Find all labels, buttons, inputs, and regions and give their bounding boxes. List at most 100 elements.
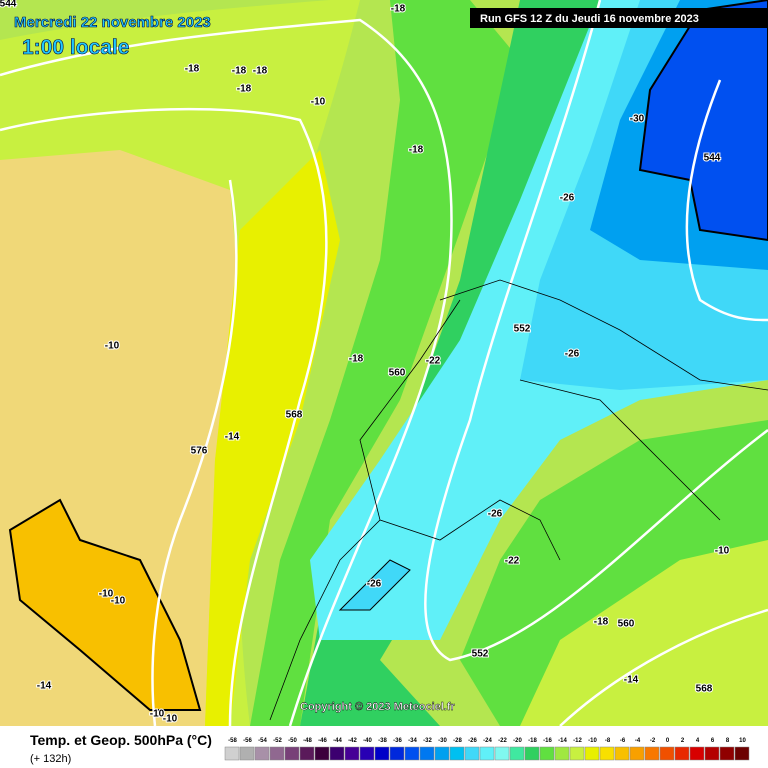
colorbar-label: -24 (483, 738, 492, 744)
colorbar-label: -16 (543, 738, 552, 744)
colorbar-label: 8 (726, 738, 730, 744)
colorbar-swatch (584, 746, 600, 761)
zone (338, 559, 411, 611)
colorbar-label: -38 (378, 738, 387, 744)
colorbar-swatch (719, 746, 735, 761)
map-label: -14 (225, 432, 240, 443)
zone (638, 0, 768, 242)
map-label: -22 (426, 356, 441, 367)
colorbar-label: -44 (333, 738, 342, 744)
colorbar-swatch (509, 746, 525, 761)
colorbar-label: -52 (273, 738, 282, 744)
colorbar-swatch (734, 746, 750, 761)
colorbar-label: -48 (303, 738, 312, 744)
map-label: 552 (472, 649, 489, 660)
colorbar-swatch (569, 746, 585, 761)
colorbar-label: -40 (363, 738, 372, 744)
map-label: 568 (286, 410, 303, 421)
colorbar-label: -50 (288, 738, 297, 744)
map-label: -14 (37, 681, 52, 692)
colorbar-label: -14 (558, 738, 567, 744)
colorbar-label: -12 (573, 738, 582, 744)
map-label: -30 (630, 114, 645, 125)
colorbar-label: -56 (243, 738, 252, 744)
map-label: -10 (163, 714, 178, 725)
colorbar-label: -42 (348, 738, 357, 744)
zone (250, 0, 520, 726)
map-label: -18 (349, 354, 364, 365)
run-info: Run GFS 12 Z du Jeudi 16 novembre 2023 (480, 13, 699, 25)
colorbar-label: -22 (498, 738, 507, 744)
forecast-date: Mercredi 22 novembre 2023 (14, 14, 211, 31)
colorbar-swatch (254, 746, 270, 761)
map-label: 552 (514, 324, 531, 335)
colorbar-swatch (599, 746, 615, 761)
footer-lead: (+ 132h) (30, 753, 71, 765)
footer-title: Temp. et Geop. 500hPa (°C) (30, 732, 212, 748)
colorbar-swatch (299, 746, 315, 761)
colorbar-swatch (389, 746, 405, 761)
colorbar-label: -20 (513, 738, 522, 744)
colorbar-swatch (314, 746, 330, 761)
colorbar-swatch (494, 746, 510, 761)
map-label: -18 (237, 84, 252, 95)
map-label: -10 (111, 596, 126, 607)
colorbar-label: -28 (453, 738, 462, 744)
colorbar-swatch (479, 746, 495, 761)
map-label: 568 (696, 684, 713, 695)
map-label: 560 (389, 368, 406, 379)
colorbar-label: -34 (408, 738, 417, 744)
colorbar-label: -8 (605, 738, 611, 744)
colorbar-swatch (539, 746, 555, 761)
colorbar-swatch (239, 746, 255, 761)
map-label: -18 (594, 617, 609, 628)
run-box (470, 8, 768, 28)
map-label: 544 (0, 0, 17, 10)
colorbar-swatch (434, 746, 450, 761)
colorbar-swatch (329, 746, 345, 761)
colorbar-swatch (284, 746, 300, 761)
map-label: -10 (311, 97, 326, 108)
colorbar-label: -6 (620, 738, 626, 744)
colorbar-swatch (659, 746, 675, 761)
borders (269, 279, 768, 721)
zone (520, 540, 768, 726)
forecast-time: 1:00 locale (22, 36, 129, 59)
copyright: Copyright © 2023 Meteociel.fr (300, 701, 456, 713)
map-label: -10 (150, 709, 165, 720)
contours (0, 0, 768, 727)
zone (205, 150, 340, 726)
colorbar-label: -30 (438, 738, 447, 744)
colorbar-label: -26 (468, 738, 477, 744)
colorbar-swatch (404, 746, 420, 761)
map-label: 560 (618, 619, 635, 630)
colorbar-swatch (269, 746, 285, 761)
map-label: -26 (367, 579, 382, 590)
colorbar-swatch (419, 746, 435, 761)
colorbar-label: 0 (666, 738, 670, 744)
colorbar-label: -46 (318, 738, 327, 744)
map-label: -10 (105, 341, 120, 352)
colorbar-swatch (224, 746, 240, 761)
colorbar-label: -18 (528, 738, 537, 744)
map-label: -18 (232, 66, 247, 77)
colorbar-label: 2 (681, 738, 685, 744)
colorbar-label: -10 (588, 738, 597, 744)
colorbar-swatch (704, 746, 720, 761)
colorbar-label: 4 (696, 738, 700, 744)
colorbar-label: 10 (739, 738, 746, 744)
colorbar-swatch (629, 746, 645, 761)
colorbar-swatch (374, 746, 390, 761)
map-label: -18 (409, 145, 424, 156)
map-label: -18 (253, 66, 268, 77)
colorbar-swatch (524, 746, 540, 761)
colorbar-swatch (359, 746, 375, 761)
colorbar-swatch (689, 746, 705, 761)
colorbar-label: -54 (258, 738, 267, 744)
map-label: -22 (505, 556, 520, 567)
map-label: -26 (560, 193, 575, 204)
colorbar-swatch (449, 746, 465, 761)
colorbar-swatch (464, 746, 480, 761)
map-label: -18 (185, 64, 200, 75)
